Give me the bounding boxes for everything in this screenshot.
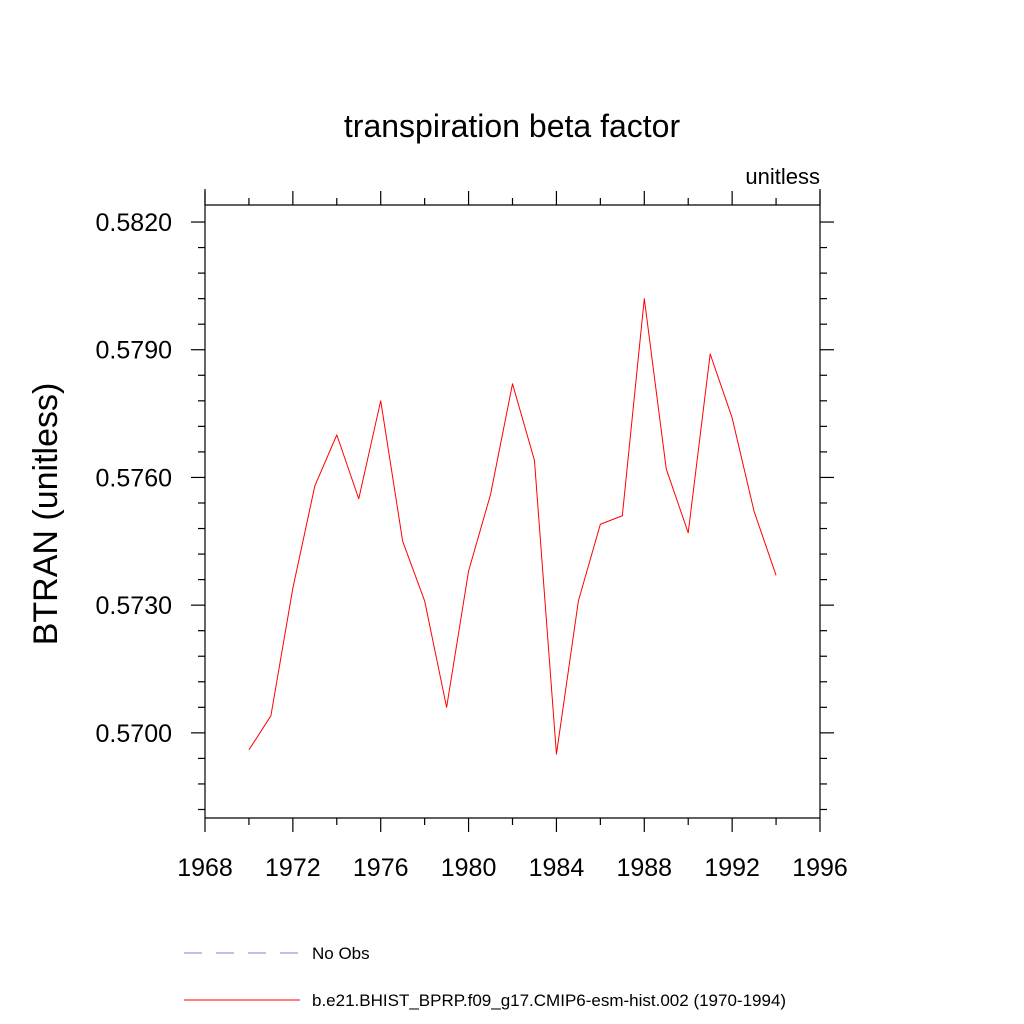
- y-tick-label: 0.5790: [96, 337, 172, 365]
- y-tick-label: 0.5760: [96, 464, 172, 492]
- legend-label-0: No Obs: [312, 944, 370, 963]
- x-tick-label: 1988: [616, 854, 672, 882]
- x-tick-label: 1968: [177, 854, 233, 882]
- x-tick-label: 1996: [792, 854, 848, 882]
- units-label: unitless: [745, 164, 820, 189]
- legend: No Obs b.e21.BHIST_BPRP.f09_g17.CMIP6-esm…: [184, 944, 786, 1010]
- x-tick-label: 1980: [441, 854, 497, 882]
- axes: 1968 1972 1976 1980 1984 1988 1992 1996 0.5700 0.…: [96, 189, 848, 882]
- y-tick-label: 0.5730: [96, 592, 172, 620]
- x-tick-label: 1992: [704, 854, 760, 882]
- chart-title: transpiration beta factor: [344, 108, 681, 144]
- y-tick-label: 0.5700: [96, 720, 172, 748]
- plot-lines: [248, 298, 777, 755]
- x-tick-label: 1976: [353, 854, 409, 882]
- y-tick-label: 0.5820: [96, 209, 172, 237]
- legend-label-1: b.e21.BHIST_BPRP.f09_g17.CMIP6-esm-hist.…: [312, 991, 786, 1010]
- x-tick-label: 1972: [265, 854, 321, 882]
- y-axis-label: BTRAN (unitless): [27, 383, 65, 646]
- series-line-1: [248, 298, 777, 755]
- x-tick-label: 1984: [529, 854, 585, 882]
